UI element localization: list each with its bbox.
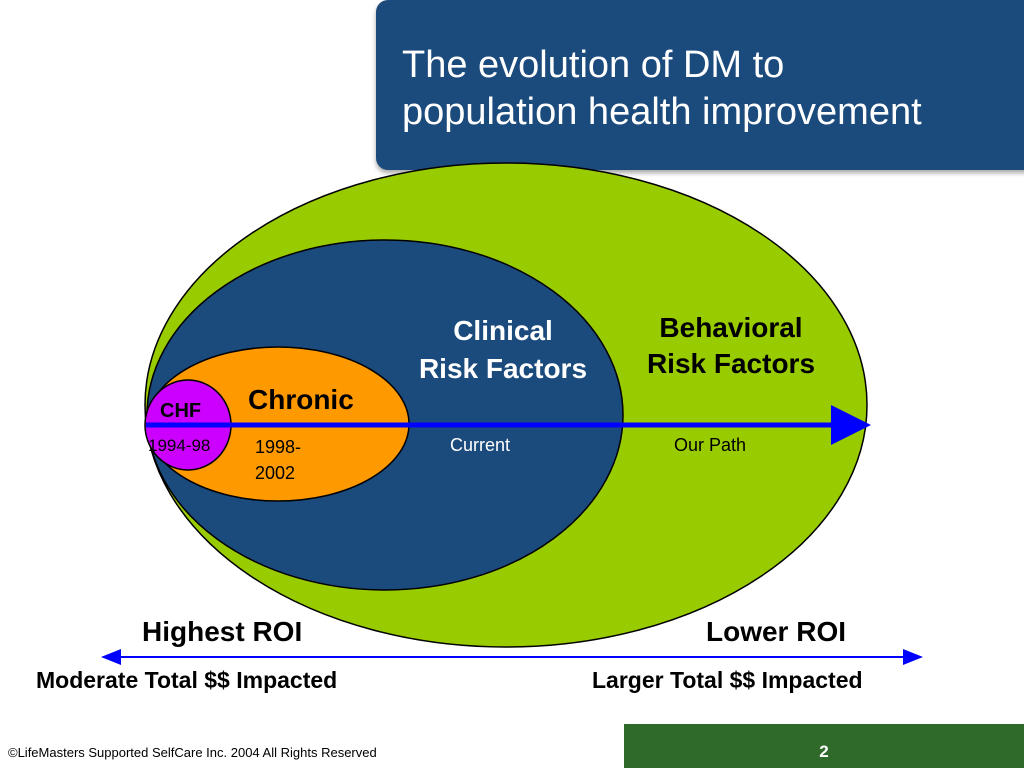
chronic-period-label: 1998- 2002 bbox=[255, 434, 301, 486]
chf-label: CHF bbox=[160, 400, 202, 422]
moderate-impact-label: Moderate Total $$ Impacted bbox=[36, 667, 338, 693]
copyright-footer: ©LifeMasters Supported SelfCare Inc. 200… bbox=[8, 745, 377, 760]
chronic-period-line-2: 2002 bbox=[255, 463, 296, 483]
slide-title: The evolution of DM to population health… bbox=[402, 42, 1002, 136]
behavioral-risk-line-2: Risk Factors bbox=[646, 348, 816, 379]
chf-period-label: 1994-98 bbox=[148, 436, 211, 455]
larger-impact-label: Larger Total $$ Impacted bbox=[592, 667, 863, 693]
behavioral-risk-label: Behavioral Risk Factors bbox=[626, 310, 836, 382]
clinical-risk-line-1: Clinical bbox=[453, 315, 553, 346]
lower-roi-label: Lower ROI bbox=[706, 616, 847, 647]
clinical-period-label: Current bbox=[450, 435, 511, 455]
behavioral-period-label: Our Path bbox=[674, 435, 747, 455]
chronic-period-line-1: 1998- bbox=[255, 437, 302, 457]
slide-title-line-1: The evolution of DM to bbox=[402, 44, 785, 86]
highest-roi-label: Highest ROI bbox=[142, 616, 303, 647]
page-number-bar: 2 bbox=[624, 724, 1024, 768]
slide-title-line-2: population health improvement bbox=[402, 91, 922, 133]
chronic-label: Chronic bbox=[248, 384, 354, 415]
clinical-risk-label: Clinical Risk Factors bbox=[393, 312, 613, 388]
behavioral-risk-line-1: Behavioral bbox=[659, 312, 803, 343]
page-number: 2 bbox=[819, 742, 829, 761]
clinical-risk-line-2: Risk Factors bbox=[418, 353, 588, 384]
title-banner bbox=[376, 0, 1024, 170]
